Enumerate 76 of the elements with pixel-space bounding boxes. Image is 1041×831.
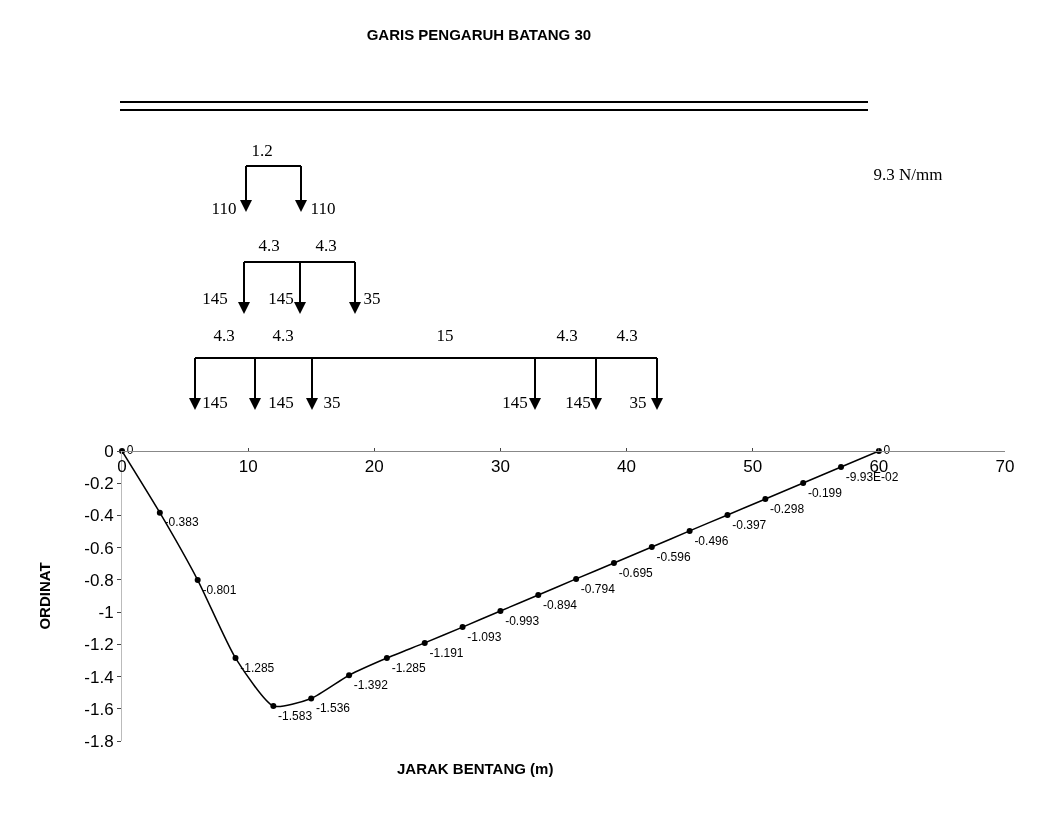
text: 145	[502, 393, 528, 412]
text: 35	[363, 289, 381, 308]
y-tick-label: -0.2	[84, 474, 114, 494]
y-tick-label: -1.4	[84, 667, 114, 687]
point	[346, 672, 353, 679]
data-label: -0.794	[580, 581, 616, 596]
text: 9.3 N/mm	[873, 165, 943, 184]
x-tick-label: 10	[238, 457, 258, 477]
data-label: -0.496	[694, 533, 729, 548]
text: 35	[323, 393, 341, 412]
text: 4.3	[213, 326, 235, 345]
point	[497, 607, 504, 614]
y-tick-label: 0	[104, 441, 114, 461]
point	[762, 496, 769, 503]
data-label: -0.397	[732, 517, 767, 532]
point	[156, 509, 163, 516]
data-label: -0.383	[164, 515, 199, 530]
x-tick-label: 30	[490, 457, 510, 477]
point	[270, 703, 277, 710]
x-tick-label: 70	[995, 457, 1015, 477]
chart-title: GARIS PENGARUH BATANG 30	[366, 25, 592, 43]
data-label: -1.536	[315, 701, 351, 716]
data-label: -0.695	[618, 565, 654, 580]
point	[724, 511, 731, 518]
point	[194, 577, 201, 584]
point	[573, 575, 580, 582]
text: 4.3	[315, 236, 337, 255]
point	[383, 655, 390, 662]
data-label: -1.191	[429, 645, 464, 660]
text: 145	[202, 289, 228, 308]
text: 15	[436, 326, 454, 345]
data-label: -0.298	[770, 501, 805, 516]
text: 35	[629, 393, 647, 412]
text: 4.3	[556, 326, 578, 345]
x-tick-label: 0	[117, 457, 127, 477]
point	[648, 544, 655, 551]
y-axis-title: ORDINAT	[35, 562, 53, 630]
text: 145	[268, 393, 294, 412]
text: 145	[565, 393, 591, 412]
data-label: -0.894	[543, 597, 578, 612]
data-label: -0.596	[656, 549, 691, 564]
y-tick-label: -1.6	[84, 699, 114, 719]
text: 4.3	[616, 326, 638, 345]
point	[610, 559, 617, 566]
y-tick-label: -1	[98, 603, 114, 623]
x-tick-label: 40	[617, 457, 637, 477]
y-tick-label: -1.2	[84, 635, 114, 655]
point	[232, 655, 239, 662]
y-tick-label: -0.4	[84, 506, 114, 526]
text: 4.3	[258, 236, 280, 255]
data-label: -0.199	[807, 485, 843, 500]
point	[535, 592, 542, 599]
point	[421, 639, 428, 646]
y-tick-label: -1.8	[84, 731, 114, 751]
point	[686, 527, 693, 534]
point	[459, 624, 466, 631]
text: 145	[268, 289, 294, 308]
data-label: -0.993	[505, 613, 540, 628]
text: 4.3	[272, 326, 294, 345]
data-label: -0.801	[202, 582, 237, 597]
point	[308, 695, 315, 702]
data-label: -1.583	[278, 708, 313, 723]
text: 1.2	[251, 141, 273, 160]
x-tick-label: 20	[364, 457, 384, 477]
data-label: -1.093	[467, 629, 502, 644]
point	[800, 480, 807, 487]
text: 145	[202, 393, 228, 412]
data-label: -1.285	[391, 660, 426, 675]
x-tick-label: 50	[743, 457, 763, 477]
y-tick-label: -0.8	[84, 570, 114, 590]
text: 110	[310, 199, 336, 218]
y-tick-label: -0.6	[84, 538, 114, 558]
data-label: -1.392	[353, 678, 389, 693]
text: 110	[211, 199, 237, 218]
x-axis-title: JARAK BENTANG (m)	[397, 760, 554, 777]
point	[838, 464, 845, 470]
